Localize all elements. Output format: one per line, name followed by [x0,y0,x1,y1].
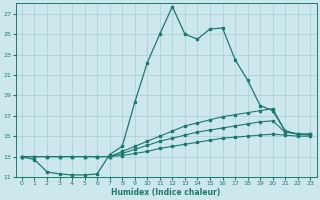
X-axis label: Humidex (Indice chaleur): Humidex (Indice chaleur) [111,188,221,197]
